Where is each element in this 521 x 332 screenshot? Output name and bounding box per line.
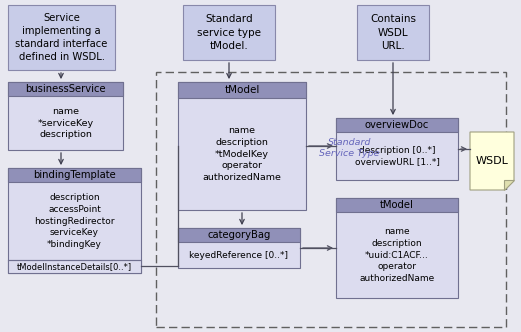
Text: name
description
*uuid:C1ACF...
operator
authorizedName: name description *uuid:C1ACF... operator… bbox=[359, 227, 435, 283]
Bar bbox=[8, 260, 141, 273]
Text: keyedReference [0..*]: keyedReference [0..*] bbox=[190, 251, 289, 260]
Bar bbox=[8, 168, 141, 182]
Bar bbox=[336, 118, 458, 132]
Bar bbox=[8, 82, 123, 150]
Text: Contains
WSDL
URL.: Contains WSDL URL. bbox=[370, 14, 416, 51]
Text: description
accessPoint
hostingRedirector
serviceKey
*bindingKey: description accessPoint hostingRedirecto… bbox=[34, 193, 115, 249]
Text: name
*serviceKey
description: name *serviceKey description bbox=[38, 107, 94, 139]
Text: tModel: tModel bbox=[380, 200, 414, 210]
Text: tModel: tModel bbox=[225, 85, 259, 95]
Text: overviewDoc: overviewDoc bbox=[365, 120, 429, 130]
Polygon shape bbox=[504, 180, 514, 190]
Bar bbox=[156, 72, 506, 327]
Text: Service
implementing a
standard interface
defined in WSDL.: Service implementing a standard interfac… bbox=[15, 13, 108, 62]
Text: tModelInstanceDetails[0..*]: tModelInstanceDetails[0..*] bbox=[17, 262, 132, 271]
Text: bindingTemplate: bindingTemplate bbox=[33, 170, 116, 180]
Bar bbox=[8, 168, 141, 273]
Bar bbox=[8, 82, 123, 96]
Bar bbox=[178, 82, 306, 210]
Bar bbox=[336, 118, 458, 180]
Bar bbox=[8, 5, 115, 70]
Text: name
description
*tModelKey
operator
authorizedName: name description *tModelKey operator aut… bbox=[203, 126, 281, 182]
Bar bbox=[178, 82, 306, 98]
Text: categoryBag: categoryBag bbox=[207, 230, 271, 240]
Bar bbox=[178, 228, 300, 242]
Bar bbox=[336, 198, 458, 212]
Text: description [0..*]
overviewURL [1..*]: description [0..*] overviewURL [1..*] bbox=[355, 146, 439, 166]
Polygon shape bbox=[470, 132, 514, 190]
Bar bbox=[357, 5, 429, 60]
Bar bbox=[336, 198, 458, 298]
Text: Standard
Service Type: Standard Service Type bbox=[319, 138, 379, 158]
Bar bbox=[183, 5, 275, 60]
Text: businessService: businessService bbox=[25, 84, 106, 94]
Text: WSDL: WSDL bbox=[476, 156, 508, 166]
Bar bbox=[178, 228, 300, 268]
Text: Standard
service type
tModel.: Standard service type tModel. bbox=[197, 14, 261, 51]
